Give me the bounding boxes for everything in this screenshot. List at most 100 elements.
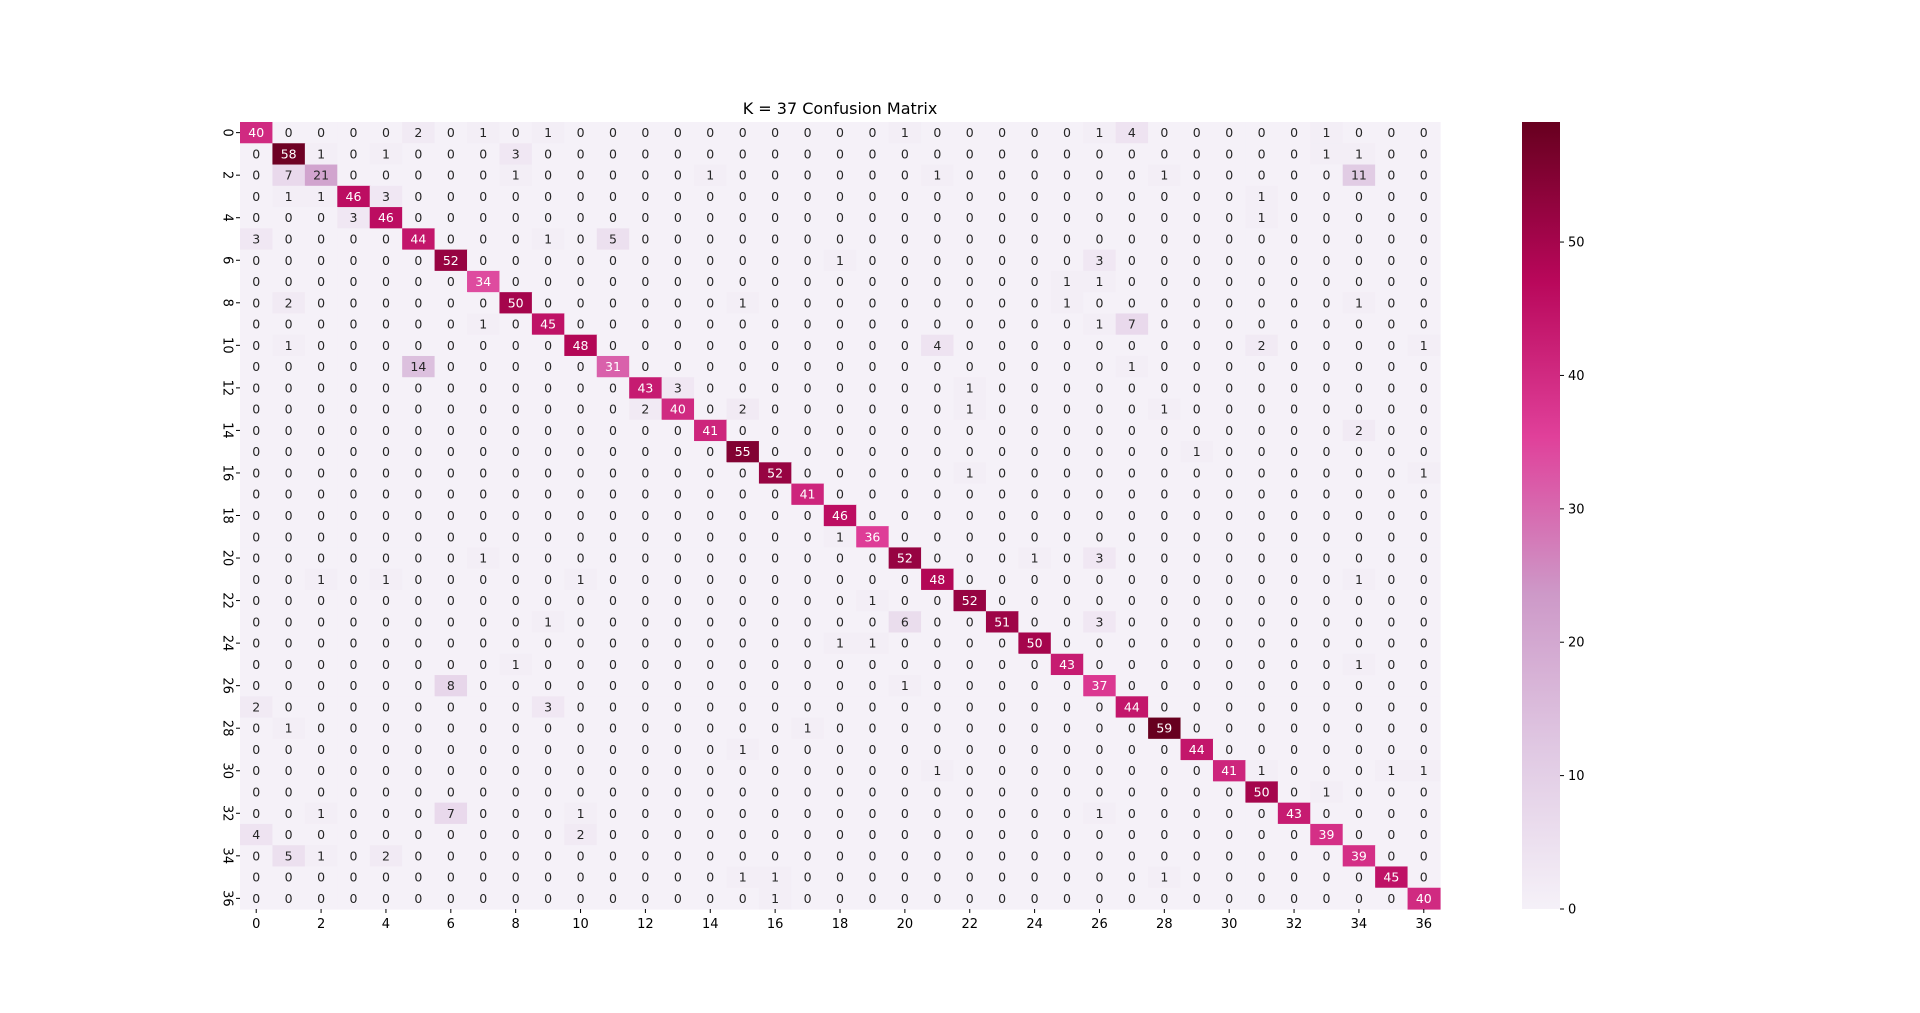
heatmap-cell (823, 526, 857, 549)
heatmap-cell (1277, 207, 1311, 229)
heatmap-cell-label: 0 (317, 295, 325, 310)
heatmap-cell (240, 185, 274, 208)
heatmap-cell-label: 52 (443, 253, 459, 268)
heatmap-cell (791, 122, 825, 144)
heatmap-cell (1375, 164, 1409, 187)
heatmap-cell-label: 0 (641, 444, 649, 459)
heatmap-cell-label: 0 (1160, 146, 1168, 161)
heatmap-cell-label: 0 (414, 827, 422, 842)
heatmap-cell (531, 164, 565, 187)
heatmap-cell (791, 845, 825, 868)
heatmap-cell-label: 0 (933, 742, 941, 757)
heatmap-cell (1083, 653, 1117, 676)
heatmap-cell-label: 0 (609, 423, 617, 438)
heatmap-cell (240, 270, 274, 293)
heatmap-cell-label: 0 (901, 827, 909, 842)
heatmap-cell (434, 249, 468, 272)
heatmap-cell (1277, 122, 1311, 144)
heatmap-cell-label: 0 (739, 593, 747, 608)
heatmap-cell-label: 0 (641, 848, 649, 863)
heatmap-cell (272, 589, 306, 612)
heatmap-cell (1375, 185, 1409, 208)
heatmap-cell-label: 0 (966, 551, 974, 566)
heatmap-cell-label: 0 (1323, 614, 1331, 629)
heatmap-cell-label: 0 (641, 338, 649, 353)
heatmap-cell-label: 0 (252, 423, 260, 438)
heatmap-cell-label: 0 (1355, 231, 1363, 246)
heatmap-cell (564, 738, 598, 761)
heatmap-cell-label: 0 (1193, 189, 1201, 204)
heatmap-cell (856, 313, 890, 336)
heatmap-cell-label: 1 (382, 146, 390, 161)
heatmap-cell (434, 419, 468, 442)
heatmap-cell (921, 802, 955, 825)
heatmap-cell-label: 0 (674, 636, 682, 651)
heatmap-cell-label: 0 (1095, 146, 1103, 161)
heatmap-cell-label: 0 (285, 593, 293, 608)
heatmap-cell (1310, 760, 1344, 782)
heatmap-cell-label: 0 (739, 210, 747, 225)
heatmap-cell (758, 292, 792, 315)
heatmap-cell-label: 0 (414, 146, 422, 161)
heatmap-cell-label: 0 (447, 231, 455, 246)
heatmap-cell (1180, 887, 1214, 910)
heatmap-cell (531, 547, 565, 570)
heatmap-cell-label: 0 (1031, 423, 1039, 438)
heatmap-cell (499, 504, 533, 527)
heatmap-cell-label: 0 (674, 614, 682, 629)
heatmap-cell (629, 611, 663, 634)
heatmap-cell (888, 738, 922, 761)
heatmap-cell (1407, 589, 1441, 612)
heatmap-cell (369, 355, 403, 378)
heatmap-cell-label: 0 (414, 529, 422, 544)
heatmap-cell-label: 1 (1420, 763, 1428, 778)
heatmap-cell-label: 0 (1225, 551, 1233, 566)
heatmap-cell (661, 675, 695, 697)
heatmap-cell-label: 0 (382, 827, 390, 842)
heatmap-cell-label: 0 (1128, 274, 1136, 289)
heatmap-cell (1245, 377, 1279, 400)
heatmap-cell (434, 887, 468, 910)
heatmap-cell-label: 0 (1420, 508, 1428, 523)
heatmap-cell (531, 249, 565, 272)
heatmap-cell-label: 0 (1160, 465, 1168, 480)
heatmap-cell-label: 1 (544, 614, 552, 629)
heatmap-cell (402, 185, 436, 208)
heatmap-cell (304, 143, 338, 166)
heatmap-cell-label: 0 (706, 636, 714, 651)
heatmap-cell-label: 0 (414, 444, 422, 459)
heatmap-cell (369, 526, 403, 549)
heatmap-cell-label: 0 (479, 380, 487, 395)
heatmap-cell-label: 0 (577, 785, 585, 800)
heatmap-cell (1083, 483, 1117, 506)
heatmap-cell (1342, 355, 1376, 378)
heatmap-cell (402, 334, 436, 357)
heatmap-cell (531, 504, 565, 527)
heatmap-cell (758, 653, 792, 676)
heatmap-cell (758, 377, 792, 400)
heatmap-cell (499, 462, 533, 485)
heatmap-cell-label: 0 (998, 444, 1006, 459)
heatmap-cell (694, 355, 728, 378)
heatmap-cell-label: 0 (804, 848, 812, 863)
heatmap-cell (240, 823, 274, 846)
heatmap-cell-label: 0 (739, 678, 747, 693)
heatmap-cell-label: 2 (252, 699, 260, 714)
heatmap-cell-label: 0 (1225, 678, 1233, 693)
heatmap-cell-label: 0 (966, 444, 974, 459)
heatmap-cell-label: 0 (706, 465, 714, 480)
colorbar-tick-label: 40 (1568, 369, 1585, 384)
heatmap-cell (1407, 526, 1441, 549)
heatmap-cell (1407, 483, 1441, 506)
heatmap-cell-label: 0 (1095, 657, 1103, 672)
heatmap-cell-label: 0 (641, 189, 649, 204)
heatmap-cell-label: 0 (252, 870, 260, 885)
heatmap-cell-label: 3 (382, 189, 390, 204)
heatmap-cell (1277, 589, 1311, 612)
heatmap-cell-label: 0 (1258, 317, 1266, 332)
heatmap-cell-label: 0 (252, 678, 260, 693)
heatmap-cell-label: 1 (1323, 125, 1331, 140)
heatmap-cell-label: 0 (771, 742, 779, 757)
heatmap-cell-label: 0 (1225, 785, 1233, 800)
heatmap-cell (1148, 526, 1182, 549)
